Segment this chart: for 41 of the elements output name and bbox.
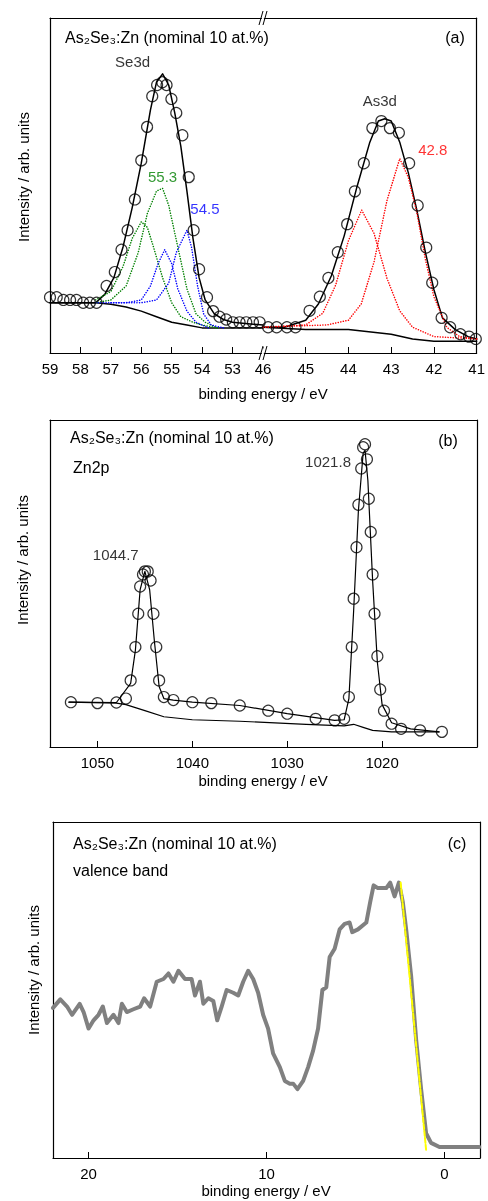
text: valence band [73, 861, 169, 879]
x-tick-label: 42 [425, 360, 443, 377]
annotation: Zn2p [73, 458, 110, 476]
chart-title: As₂Se₃:Zn (nominal 10 at.%) [65, 28, 269, 46]
annotation: Se3d [115, 53, 151, 71]
x-tick-label: 53 [224, 360, 241, 377]
x-tick-label: 54 [193, 360, 211, 377]
x-tick-label: 55 [163, 360, 181, 377]
x-axis-title: binding energy / eV [201, 1181, 331, 1199]
x-tick-label: 10 [258, 1165, 275, 1182]
annotation: (b) [438, 431, 458, 449]
x-tick-label: 1020 [365, 754, 399, 771]
x-tick-label: 58 [72, 360, 89, 377]
x-axis-title: binding energy / eV [198, 771, 328, 789]
text: (a) [445, 28, 465, 46]
x-tick-label: 59 [41, 360, 59, 377]
annotation: 1044.7 [92, 545, 139, 563]
x-tick-label: 1050 [80, 754, 115, 771]
x-tick-label: 44 [340, 360, 357, 377]
x-tick-label: 56 [132, 360, 150, 377]
x-tick-label: 0 [440, 1165, 449, 1182]
annotation: 42.8 [418, 141, 448, 159]
x-tick-label: 20 [80, 1165, 97, 1182]
chart-title: As₂Se₃:Zn (nominal 10 at.%) [73, 834, 277, 852]
annotation: 55.3 [147, 167, 178, 185]
x-axis-title: binding energy / eV [198, 384, 328, 402]
annotation: 54.5 [190, 199, 220, 217]
x-tick-label: 45 [297, 360, 315, 377]
annotation: 1021.8 [305, 452, 351, 470]
x-tick-label: 41 [468, 360, 485, 377]
y-axis-title: Intensity / arb. units [13, 494, 31, 626]
annotation: As3d [362, 92, 397, 110]
x-tick-label: 1040 [175, 754, 210, 771]
y-axis-title: Intensity / arb. units [14, 111, 32, 243]
text: (c) [447, 834, 467, 852]
x-tick-label: 46 [254, 360, 272, 377]
y-axis-title: Intensity / arb. units [24, 904, 42, 1036]
x-tick-label: 1030 [270, 754, 304, 771]
x-tick-label: 57 [102, 360, 120, 377]
x-tick-label: 43 [382, 360, 400, 377]
chart-title: As₂Se₃:Zn (nominal 10 at.%) [70, 428, 274, 446]
